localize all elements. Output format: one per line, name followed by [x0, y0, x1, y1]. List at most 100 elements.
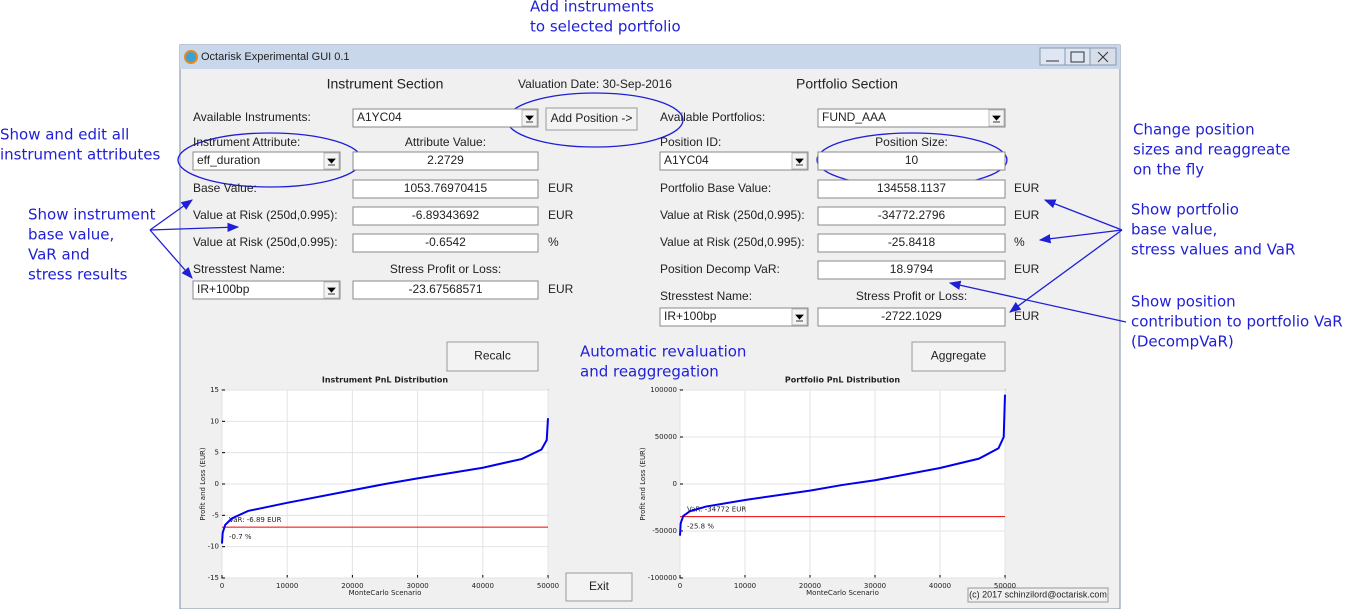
- unit: EUR: [1014, 208, 1040, 222]
- output: -23.67568571: [408, 282, 482, 296]
- field-label: Available Instruments:: [193, 110, 311, 124]
- aggregate-button[interactable]: [911, 341, 1006, 372]
- output: -0.6542: [425, 235, 466, 249]
- field-label: Portfolio Base Value:: [660, 181, 771, 195]
- dropdown[interactable]: [659, 307, 809, 327]
- annotation: stress results: [28, 266, 128, 284]
- output: -2722.1029: [881, 309, 942, 323]
- y-tick-label: 10: [210, 417, 219, 425]
- field-label: Base Value:: [193, 181, 257, 195]
- output-box[interactable]: [817, 260, 1006, 280]
- unit: EUR: [1014, 309, 1040, 323]
- output-box[interactable]: [352, 179, 539, 199]
- output-box[interactable]: [352, 233, 539, 253]
- field-label: Instrument Attribute:: [193, 135, 300, 149]
- var-label: VaR: -34772 EUR: [687, 506, 746, 514]
- dropdown-arrow-icon: [795, 158, 804, 166]
- y-axis-label: Profit and Loss (EUR): [639, 447, 647, 521]
- annotation: sizes and reaggreate: [1133, 141, 1290, 159]
- chart-title: Portfolio PnL Distribution: [785, 376, 900, 385]
- window-title: Octarisk Experimental GUI 0.1: [201, 51, 350, 63]
- pnl-curve: [679, 394, 1006, 536]
- unit: EUR: [548, 208, 574, 222]
- valuation-date: Valuation Date: 30-Sep-2016: [518, 77, 672, 91]
- unit: EUR: [1014, 262, 1040, 276]
- field-label: Stresstest Name:: [660, 289, 752, 303]
- y-tick-label: 100000: [650, 386, 677, 394]
- footer-box: [967, 587, 1109, 603]
- dropdown[interactable]: [817, 108, 1006, 128]
- unit: %: [1014, 235, 1025, 249]
- add-position-button[interactable]: [545, 107, 638, 131]
- input-box[interactable]: [817, 151, 1006, 171]
- input: 2.2729: [427, 153, 464, 167]
- field-label: Position Size:: [875, 135, 948, 149]
- field-label: Value at Risk (250d,0.995):: [660, 208, 805, 222]
- minimize-button[interactable]: [1039, 47, 1066, 66]
- annotation: contribution to portfolio VaR: [1131, 313, 1343, 331]
- exit-button[interactable]: [565, 572, 633, 602]
- dropdown[interactable]: [192, 280, 341, 300]
- output-box[interactable]: [817, 233, 1006, 253]
- annotation: on the fly: [1133, 161, 1204, 179]
- x-tick-label: 50000: [994, 582, 1016, 590]
- annotation: (DecompVaR): [1131, 333, 1234, 351]
- x-tick-label: 10000: [734, 582, 756, 590]
- annotation: Change position: [1133, 121, 1255, 139]
- x-tick-label: 0: [678, 582, 682, 590]
- x-tick-label: 20000: [799, 582, 821, 590]
- annotation: base value,: [1131, 221, 1217, 239]
- dropdown-arrow-icon: [327, 158, 336, 166]
- callout-arrows: [149, 199, 1127, 323]
- x-tick-label: 10000: [276, 582, 298, 590]
- unit: %: [548, 235, 559, 249]
- dropdown[interactable]: [352, 108, 539, 128]
- output: 18.9794: [890, 262, 934, 276]
- dropdown-value: IR+100bp: [197, 282, 250, 296]
- dropdown-value: A1YC04: [664, 153, 709, 167]
- dropdown[interactable]: [659, 151, 809, 171]
- x-tick-label: 30000: [406, 582, 428, 590]
- section-header: Portfolio Section: [796, 76, 898, 92]
- input: 10: [905, 153, 919, 167]
- annotation: Show and edit all: [0, 126, 129, 144]
- output-box[interactable]: [352, 206, 539, 226]
- var-label: VaR: -6.89 EUR: [229, 516, 282, 524]
- field-label: Stress Profit or Loss:: [390, 262, 501, 276]
- annotation: Show instrument: [28, 206, 156, 224]
- x-tick-label: 20000: [341, 582, 363, 590]
- y-tick-label: 50000: [655, 433, 677, 441]
- dropdown-arrow-icon: [795, 314, 804, 322]
- title-bar: [180, 45, 1120, 69]
- field-label: Stress Profit or Loss:: [856, 289, 967, 303]
- y-tick-label: 15: [210, 386, 219, 394]
- dropdown-value: IR+100bp: [664, 309, 717, 323]
- input-box[interactable]: [352, 151, 539, 171]
- y-tick-label: -50000: [652, 527, 677, 535]
- output-box[interactable]: [817, 179, 1006, 199]
- window-controls: [1046, 51, 1109, 63]
- dropdown-arrow-icon: [525, 115, 534, 123]
- pnl-curve: [221, 418, 549, 544]
- x-axis-label: MonteCarlo Scenario: [806, 589, 879, 597]
- output-box[interactable]: [817, 307, 1006, 327]
- field-label: Attribute Value:: [405, 135, 486, 149]
- annotation: instrument attributes: [0, 146, 160, 164]
- field-label: Position ID:: [660, 135, 721, 149]
- output-box[interactable]: [817, 206, 1006, 226]
- x-tick-label: 40000: [472, 582, 494, 590]
- x-tick-label: 40000: [929, 582, 951, 590]
- dropdown-arrow-icon: [327, 287, 336, 295]
- annotation: and reaggregation: [580, 363, 719, 381]
- x-tick-label: 0: [220, 582, 224, 590]
- y-tick-label: -5: [212, 511, 219, 519]
- output-box[interactable]: [352, 280, 539, 300]
- output: -6.89343692: [412, 208, 480, 222]
- field-label: Value at Risk (250d,0.995):: [193, 235, 338, 249]
- aggregate-button-label: Aggregate: [931, 349, 987, 363]
- recalc-button[interactable]: [446, 341, 539, 372]
- dropdown-value: eff_duration: [197, 153, 260, 167]
- exit-button-label: Exit: [589, 579, 610, 593]
- dropdown[interactable]: [192, 151, 341, 171]
- y-tick-label: 5: [215, 449, 219, 457]
